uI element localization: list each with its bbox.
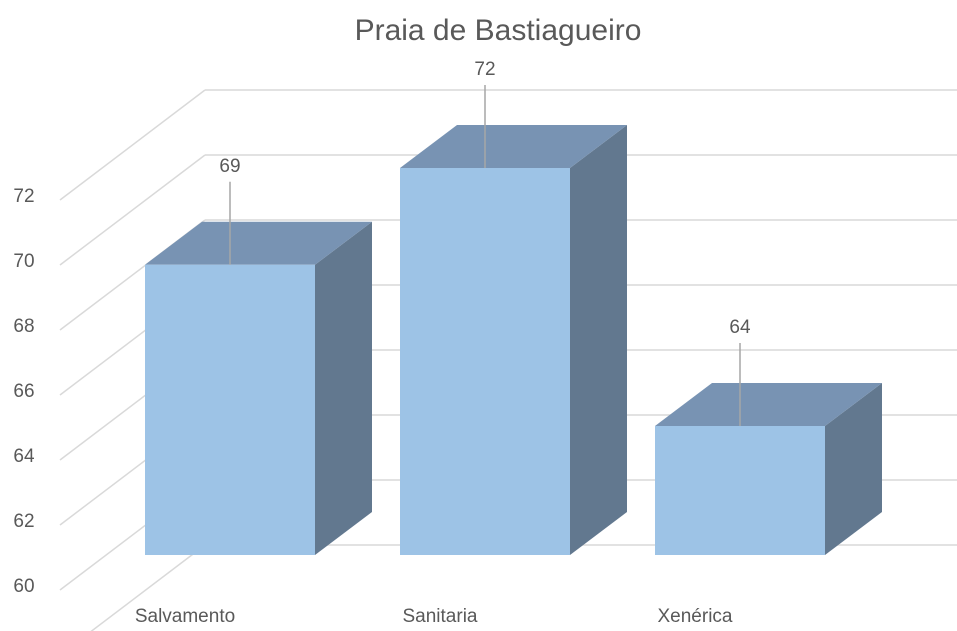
- value-label: 72: [474, 59, 495, 80]
- bar-side: [315, 221, 372, 555]
- bar-front: [400, 168, 570, 555]
- y-tick-label: 72: [13, 186, 34, 207]
- x-tick-label: Sanitaria: [403, 606, 478, 627]
- grid-line: [59, 154, 206, 266]
- value-label: 64: [729, 317, 751, 338]
- chart-title: Praia de Bastiagueiro: [355, 14, 642, 47]
- bar: [400, 125, 627, 555]
- bar-top: [655, 383, 882, 426]
- y-tick-label: 60: [13, 576, 34, 597]
- bar-front: [145, 264, 315, 555]
- bar-side: [570, 125, 627, 555]
- bar-side: [825, 383, 882, 555]
- bar-front: [655, 426, 825, 555]
- bar-top: [145, 221, 372, 265]
- grid-line: [90, 544, 206, 631]
- bar: [655, 383, 882, 555]
- y-tick-label: 66: [13, 381, 34, 402]
- y-tick-label: 70: [13, 251, 34, 272]
- frame-line: [59, 89, 206, 201]
- value-label: 69: [219, 156, 240, 177]
- y-tick-label: 68: [13, 316, 34, 337]
- bar: [145, 221, 372, 555]
- x-tick-label: Xenérica: [658, 606, 733, 627]
- bar-top: [400, 125, 627, 168]
- y-tick-label: 62: [13, 511, 34, 532]
- x-tick-label: Salvamento: [135, 606, 235, 627]
- y-tick-label: 64: [13, 446, 35, 467]
